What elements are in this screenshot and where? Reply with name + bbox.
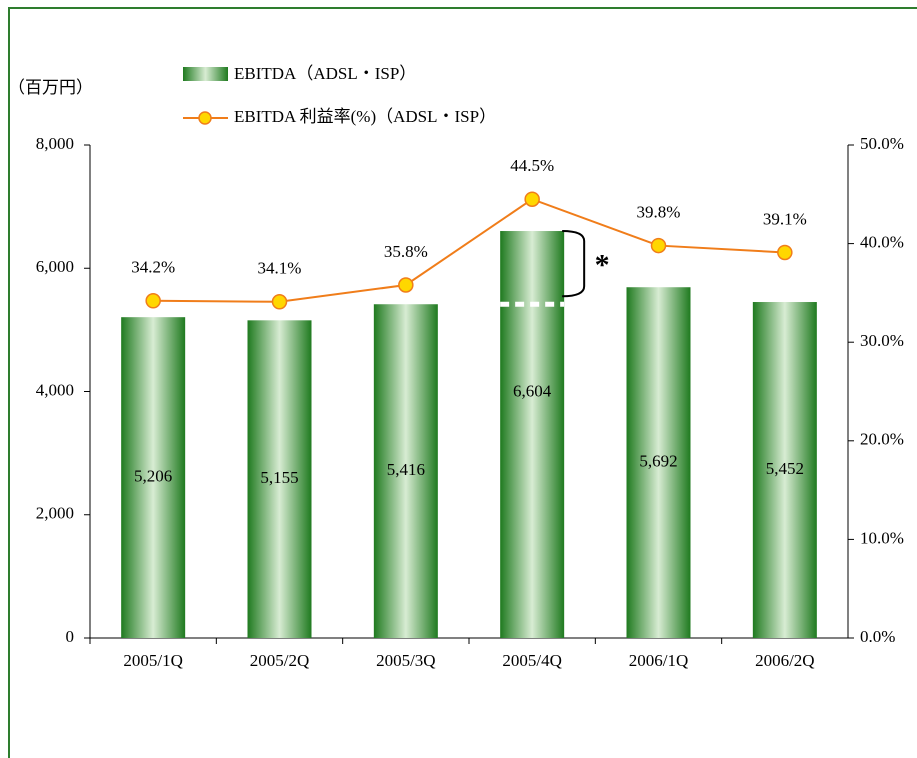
bar-value-label: 5,416 bbox=[387, 460, 425, 479]
bar-value-label: 6,604 bbox=[513, 381, 552, 400]
bar-value-label: 5,692 bbox=[639, 452, 677, 471]
annotation: * bbox=[595, 249, 610, 282]
y2-tick-label: 10.0% bbox=[860, 528, 904, 547]
marker bbox=[398, 277, 414, 293]
x-tick-label: 2005/4Q bbox=[502, 651, 562, 670]
marker bbox=[777, 244, 793, 261]
marker bbox=[271, 294, 288, 310]
bar bbox=[373, 304, 438, 638]
bar-value-label: 5,155 bbox=[260, 468, 298, 487]
line-value-label: 34.1% bbox=[258, 259, 302, 278]
legend-swatch-bar bbox=[183, 67, 228, 81]
line-value-label: 34.2% bbox=[131, 258, 175, 277]
bracket bbox=[562, 230, 586, 298]
marker bbox=[524, 191, 540, 207]
line bbox=[153, 198, 785, 303]
marker bbox=[145, 293, 161, 309]
bar-value-label: 5,206 bbox=[134, 466, 172, 485]
bar bbox=[752, 302, 817, 638]
y-tick-label: 8,000 bbox=[36, 134, 74, 153]
line-value-label: 39.1% bbox=[763, 209, 807, 228]
x-tick-label: 2006/1Q bbox=[629, 651, 689, 670]
line-value-label: 44.5% bbox=[510, 156, 554, 175]
bar bbox=[500, 231, 565, 638]
y-tick-label: 0 bbox=[66, 627, 75, 646]
line-value-label: 39.8% bbox=[637, 202, 681, 221]
x-tick-label: 2005/1Q bbox=[123, 651, 183, 670]
y-tick-label: 6,000 bbox=[36, 257, 74, 276]
y2-tick-label: 30.0% bbox=[860, 331, 904, 350]
bar bbox=[121, 317, 186, 638]
bar-value-label: 5,452 bbox=[766, 459, 804, 478]
line-value-label: 35.8% bbox=[384, 242, 428, 261]
y-axis-label: （百万円） bbox=[8, 78, 93, 97]
y2-tick-label: 50.0% bbox=[860, 134, 904, 153]
y-tick-label: 4,000 bbox=[36, 380, 74, 399]
y2-tick-label: 40.0% bbox=[860, 233, 904, 252]
x-tick-label: 2005/3Q bbox=[376, 651, 436, 670]
x-tick-label: 2005/2Q bbox=[250, 651, 310, 670]
y-tick-label: 2,000 bbox=[36, 504, 74, 523]
y2-tick-label: 20.0% bbox=[860, 430, 904, 449]
marker bbox=[650, 237, 667, 254]
legend-label: EBITDA（ADSL・ISP） bbox=[234, 64, 416, 83]
frame bbox=[8, 7, 917, 758]
bar bbox=[247, 320, 312, 638]
y2-tick-label: 0.0% bbox=[860, 627, 895, 646]
legend-label: EBITDA 利益率(%)（ADSL・ISP） bbox=[234, 107, 496, 126]
x-tick-label: 2006/2Q bbox=[755, 651, 815, 670]
bar bbox=[626, 287, 691, 638]
legend-swatch-marker bbox=[198, 111, 212, 125]
